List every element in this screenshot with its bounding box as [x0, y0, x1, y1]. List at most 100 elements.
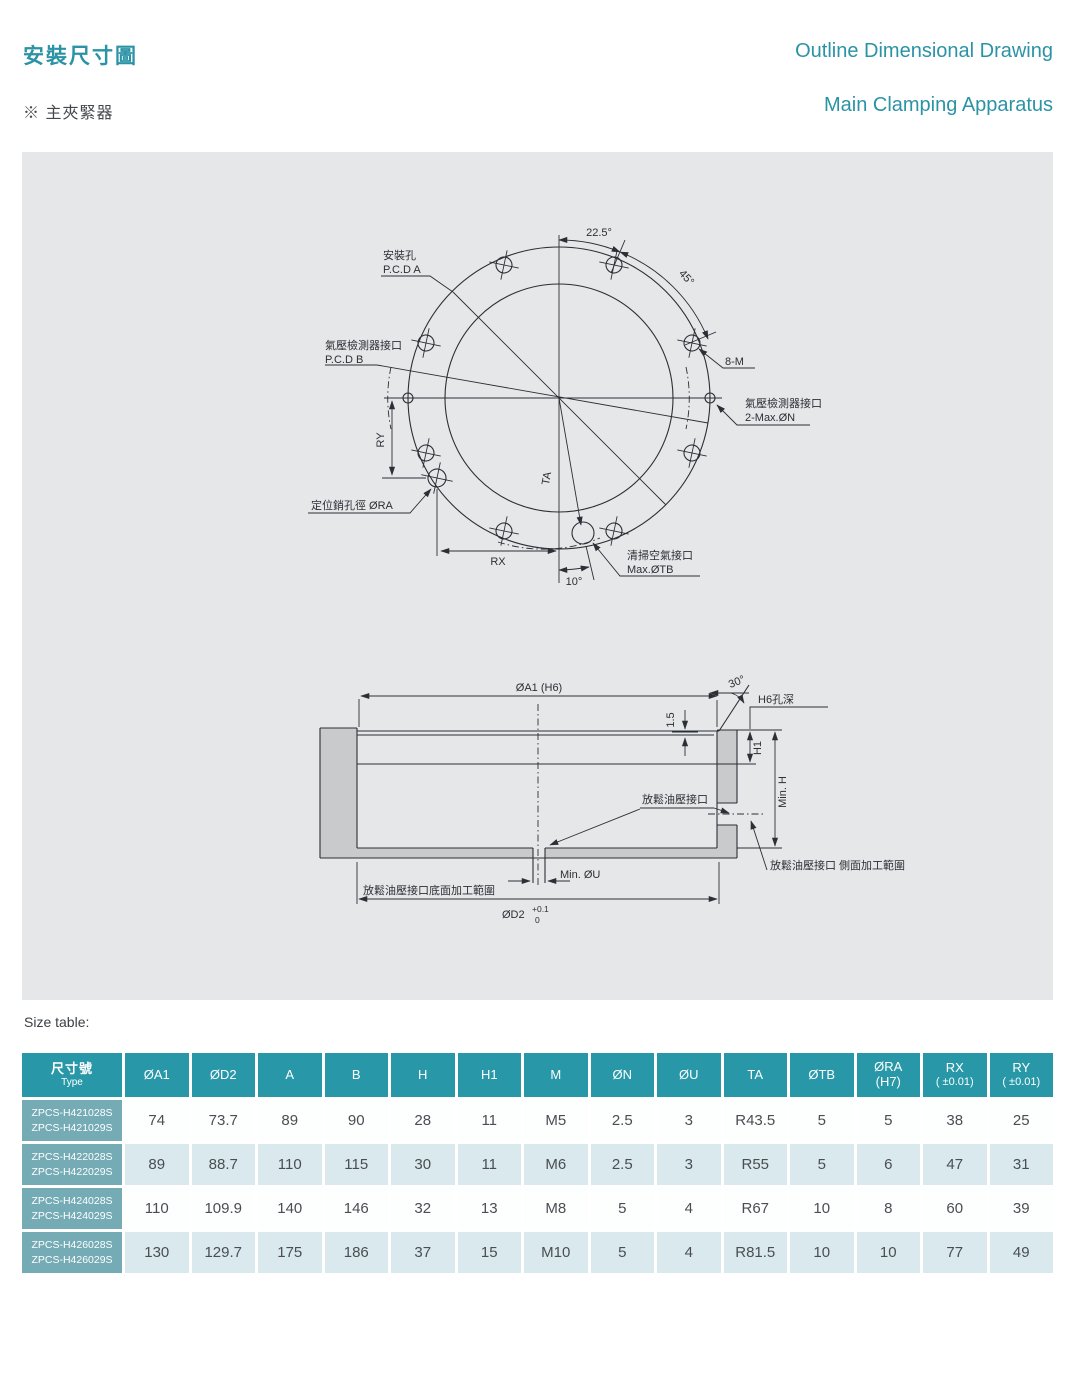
cell: 89: [258, 1100, 322, 1141]
col-header-dd2: ØD2: [191, 1053, 255, 1097]
section-view-geometry: [319, 684, 828, 904]
table-row-type: ZPCS-H424028S ZPCS-H424029S: [22, 1188, 122, 1229]
dim-ta: TA: [540, 470, 554, 486]
bolt-hole: [677, 438, 707, 468]
cell: 10: [790, 1188, 854, 1229]
cell: M5: [524, 1100, 588, 1141]
dim-min-ou: Min. ØU: [560, 869, 600, 881]
header-line1: ØRA: [874, 1059, 903, 1075]
header-line2: ( ±0.01): [1002, 1076, 1041, 1089]
purge-hole: [571, 521, 595, 545]
dim-da1: ØA1 (H6): [516, 682, 562, 694]
cell: 90: [324, 1100, 388, 1141]
type-line1: ZPCS-H424028S: [31, 1194, 113, 1207]
mounting-hole-label: 安裝孔: [383, 248, 416, 262]
cell: R81.5: [723, 1232, 787, 1273]
cell: R43.5: [723, 1100, 787, 1141]
header-line1: ØN: [612, 1066, 633, 1082]
cell: 140: [258, 1188, 322, 1229]
page-title: 安裝尺寸圖: [23, 45, 138, 68]
sensor-hole-right: [704, 392, 716, 404]
dim-10: 10°: [566, 576, 583, 588]
cell: M10: [524, 1232, 588, 1273]
header-line1: ØD2: [209, 1066, 237, 1082]
col-header-dra: ØRA (H7): [856, 1053, 920, 1097]
page-title-en: Outline Dimensional Drawing: [795, 40, 1053, 62]
cell: 130: [125, 1232, 189, 1273]
header-line1: ØA1: [143, 1066, 170, 1082]
cell: 10: [856, 1232, 920, 1273]
cell: 4: [657, 1232, 721, 1273]
cell: 49: [989, 1232, 1053, 1273]
dim-rx: RX: [490, 556, 506, 568]
cell: 28: [391, 1100, 455, 1141]
cell: 3: [657, 1100, 721, 1141]
cell: 11: [457, 1100, 521, 1141]
cell: 129.7: [191, 1232, 255, 1273]
bolt-hole: [599, 516, 629, 546]
table-row-type: ZPCS-H426028S ZPCS-H426029S: [22, 1232, 122, 1273]
dim-45: 45°: [676, 268, 696, 288]
table-row-type: ZPCS-H421028S ZPCS-H421029S: [22, 1100, 122, 1141]
section-view-labels: ØA1 (H6) 1.5 30° H6孔深 H1 Min. H 放鬆油壓接口 放…: [363, 674, 905, 925]
purge-size: Max.ØTB: [627, 564, 673, 576]
col-header-ry: RY( ±0.01): [989, 1053, 1053, 1097]
col-header-du: ØU: [657, 1053, 721, 1097]
cell: 73.7: [191, 1100, 255, 1141]
mounting-hole-pcd: P.C.D A: [383, 264, 421, 276]
header-line1: ØTB: [808, 1066, 836, 1082]
cell: M8: [524, 1188, 588, 1229]
cell: 88.7: [191, 1144, 255, 1185]
dim-d2: ØD2: [502, 909, 525, 921]
page-subtitle-en: Main Clamping Apparatus: [823, 94, 1053, 116]
header-line1: ØU: [679, 1066, 699, 1082]
col-header-dn: ØN: [590, 1053, 654, 1097]
cell: 47: [923, 1144, 987, 1185]
cell: 15: [457, 1232, 521, 1273]
cell: 5: [856, 1100, 920, 1141]
cell: 115: [324, 1144, 388, 1185]
cell: 5: [790, 1100, 854, 1141]
sensor-hole-left: [402, 392, 414, 404]
cell: 109.9: [191, 1188, 255, 1229]
air-sensor-left-label: 氣壓檢測器接口: [325, 338, 402, 352]
cell: 10: [790, 1232, 854, 1273]
cell: 13: [457, 1188, 521, 1229]
cell: 31: [989, 1144, 1053, 1185]
cell: 175: [258, 1232, 322, 1273]
header-line1: B: [351, 1066, 361, 1082]
dim-d2-sub: 0: [535, 915, 540, 925]
cell: 37: [391, 1232, 455, 1273]
header-line1: M: [550, 1066, 562, 1082]
top-view-geometry: [308, 235, 810, 583]
header-line1: H: [418, 1066, 428, 1082]
cell: 110: [258, 1144, 322, 1185]
header-line1: A: [285, 1066, 295, 1082]
drawing-panel: 安裝孔 P.C.D A 氣壓檢測器接口 P.C.D B 8-M 氣壓檢測器接口 …: [22, 152, 1053, 1000]
type-line2: ZPCS-H422029S: [31, 1165, 113, 1178]
cell: 11: [457, 1144, 521, 1185]
cell: 74: [125, 1100, 189, 1141]
page-subtitle: ※ 主夾緊器: [23, 105, 114, 122]
col-header-b: B: [324, 1053, 388, 1097]
cell: M6: [524, 1144, 588, 1185]
bolt-hole: [411, 328, 441, 358]
cell: 4: [657, 1188, 721, 1229]
dim-h1: H1: [752, 741, 764, 755]
cell: 38: [923, 1100, 987, 1141]
col-header-rx: RX( ±0.01): [923, 1053, 987, 1097]
cell: 32: [391, 1188, 455, 1229]
col-header-m: M: [524, 1053, 588, 1097]
header-line1: RX: [945, 1060, 964, 1076]
size-table-caption: Size table:: [24, 1014, 90, 1030]
dim-22-5: 22.5°: [586, 227, 612, 239]
cell: 6: [856, 1144, 920, 1185]
dim-min-h: Min. H: [777, 776, 789, 808]
cell: 60: [923, 1188, 987, 1229]
col-header-h1: H1: [457, 1053, 521, 1097]
header-line2: ( ±0.01): [935, 1076, 974, 1089]
header-line1: H1: [480, 1066, 498, 1082]
h6-depth-label: H6孔深: [758, 693, 794, 706]
cell: 186: [324, 1232, 388, 1273]
type-line2: ZPCS-H426029S: [31, 1253, 113, 1266]
